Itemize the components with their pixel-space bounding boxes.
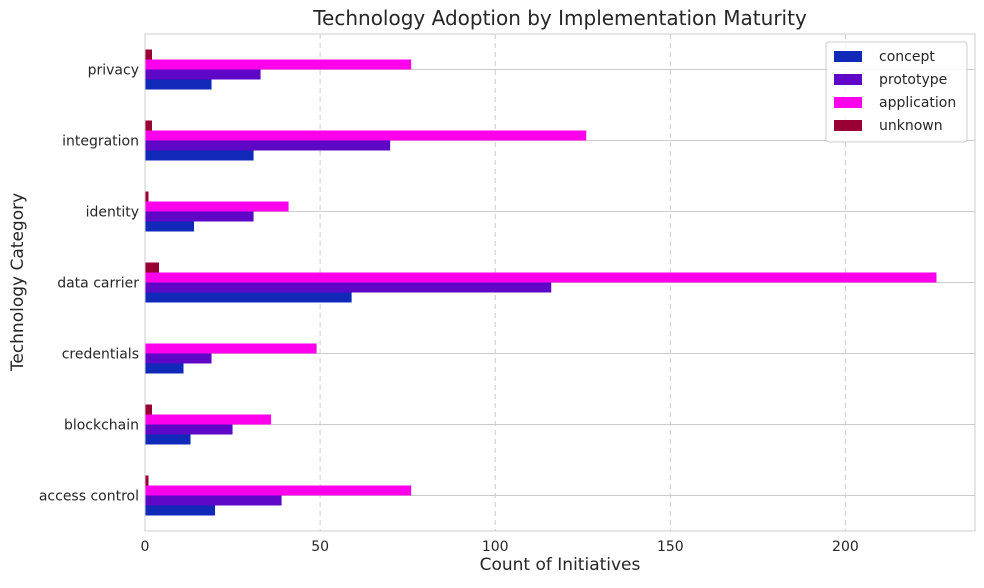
bar-application-identity [145, 201, 289, 212]
bar-application-blockchain [145, 414, 272, 425]
y-tick-label: integration [62, 134, 139, 150]
bar-unknown-integration [145, 120, 153, 131]
bar-concept-blockchain [145, 434, 191, 445]
x-tick-label: 150 [657, 539, 684, 555]
y-tick-label: blockchain [64, 418, 139, 434]
bar-prototype-privacy [145, 69, 261, 80]
bar-unknown-privacy [145, 49, 153, 60]
bar-unknown-identity [145, 191, 149, 202]
bar-application-credentials [145, 343, 317, 354]
legend-swatch-concept [834, 51, 862, 62]
x-axis-label: Count of Initiatives [480, 555, 641, 575]
y-axis-label: Technology Category [8, 193, 28, 372]
bars-layer [145, 49, 937, 516]
x-tick-label: 0 [141, 539, 150, 555]
y-tick-label: access control [39, 489, 139, 505]
y-tick-label: credentials [62, 347, 139, 363]
bar-concept-data-carrier [145, 292, 352, 303]
y-tick-label: data carrier [57, 276, 139, 292]
x-tick-label: 200 [832, 539, 859, 555]
legend-label-application: application [879, 95, 956, 111]
legend-label-unknown: unknown [879, 118, 943, 134]
y-tick-label: identity [86, 205, 139, 221]
bar-concept-access-control [145, 505, 216, 516]
bar-application-access-control [145, 485, 412, 496]
bar-prototype-integration [145, 140, 391, 151]
legend-swatch-unknown [834, 120, 862, 131]
bar-prototype-blockchain [145, 424, 233, 435]
chart-title: Technology Adoption by Implementation Ma… [312, 6, 807, 30]
legend-label-concept: concept [879, 49, 935, 65]
legend-box [825, 41, 968, 143]
x-tick-label: 50 [311, 539, 329, 555]
bar-unknown-data-carrier [145, 262, 160, 273]
bar-prototype-access-control [145, 495, 282, 506]
bar-application-integration [145, 130, 587, 141]
bar-prototype-data-carrier [145, 282, 552, 293]
bar-concept-integration [145, 150, 254, 161]
bar-concept-credentials [145, 363, 184, 374]
bar-concept-identity [145, 221, 195, 232]
legend-swatch-application [834, 97, 862, 108]
bar-prototype-identity [145, 211, 254, 222]
bar-application-data-carrier [145, 272, 937, 283]
bar-prototype-credentials [145, 353, 212, 364]
legend-label-prototype: prototype [879, 72, 947, 88]
x-tick-label: 100 [482, 539, 509, 555]
bar-unknown-access-control [145, 475, 149, 486]
bar-application-privacy [145, 59, 412, 70]
bar-unknown-blockchain [145, 404, 153, 415]
legend: concept prototype application unknown [825, 41, 968, 143]
bar-concept-privacy [145, 79, 212, 90]
plot-frame [144, 33, 976, 532]
y-tick-label: privacy [88, 63, 139, 79]
legend-swatch-prototype [834, 74, 862, 85]
ticks-layer: access control blockchain credentials data … [39, 63, 859, 556]
